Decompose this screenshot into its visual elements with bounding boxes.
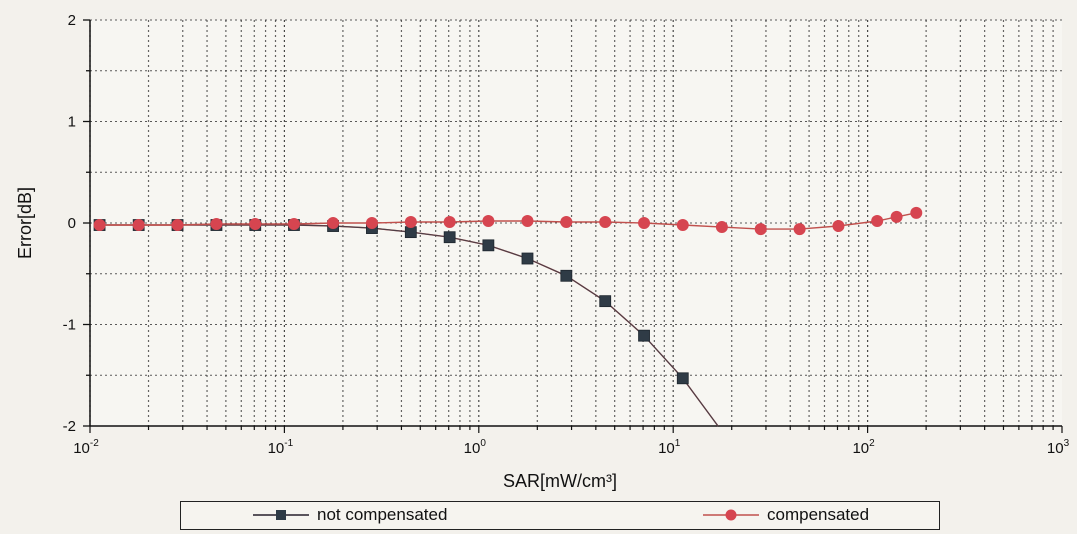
data-point-not-compensated	[560, 269, 573, 282]
data-point-compensated	[93, 219, 106, 232]
data-point-compensated	[210, 218, 223, 231]
data-point-compensated	[560, 215, 573, 228]
x-tick-label: 100	[464, 438, 487, 457]
x-tick-label: 102	[852, 438, 875, 457]
data-point-compensated	[132, 219, 145, 232]
series-compensated	[93, 206, 923, 236]
legend-item-compensated: compensated	[701, 502, 869, 528]
data-point-compensated	[638, 217, 651, 229]
series-layer	[93, 206, 923, 427]
legend-swatch-not-compensated	[251, 505, 311, 525]
data-point-not-compensated	[676, 372, 689, 385]
data-point-compensated	[871, 214, 884, 227]
y-tick-label: 0	[68, 215, 76, 232]
data-point-compensated	[327, 217, 340, 229]
y-tick-label: -1	[63, 317, 76, 334]
data-point-compensated	[676, 219, 689, 232]
data-point-compensated	[793, 223, 806, 236]
y-tick-label: -2	[63, 418, 76, 435]
x-tick-label: 10-2	[73, 438, 99, 457]
data-point-compensated	[521, 214, 534, 227]
data-point-compensated	[754, 223, 767, 236]
data-point-compensated	[249, 218, 262, 231]
data-point-compensated	[404, 215, 417, 228]
legend: not compensated compensated	[180, 501, 940, 530]
legend-item-not-compensated: not compensated	[251, 502, 447, 528]
data-point-not-compensated	[599, 295, 612, 308]
data-point-not-compensated	[404, 226, 417, 239]
data-point-not-compensated	[638, 329, 650, 342]
legend-label-compensated: compensated	[767, 505, 870, 524]
data-point-compensated	[832, 220, 845, 233]
legend-swatch-compensated	[701, 505, 761, 525]
x-tick-label: 10-1	[268, 438, 294, 457]
y-tick-label: 2	[68, 12, 76, 29]
chart: 210-1-210-2 10-1 100 101 102 103 Error[dB] SA…	[15, 12, 1070, 491]
data-point-not-compensated	[521, 252, 534, 265]
data-point-compensated	[287, 218, 300, 231]
legend-label-not-compensated: not compensated	[317, 505, 448, 524]
data-point-compensated	[890, 210, 903, 223]
data-point-compensated	[482, 214, 495, 227]
x-axis-title: SAR[mW/cm³]	[503, 471, 617, 491]
data-point-compensated	[443, 215, 456, 228]
y-axis-title: Error[dB]	[15, 187, 35, 259]
data-point-not-compensated	[482, 239, 495, 252]
y-tick-label: 1	[68, 114, 76, 131]
data-point-compensated	[715, 221, 728, 234]
x-tick-label: 103	[1047, 438, 1070, 457]
tick-labels: 210-1-210-2 10-1 100 101 102 103	[63, 12, 1070, 457]
data-point-compensated	[171, 219, 184, 232]
data-point-compensated	[365, 217, 378, 229]
x-tick-label: 101	[658, 438, 681, 457]
data-point-compensated	[910, 206, 923, 219]
data-point-not-compensated	[443, 231, 456, 244]
data-point-compensated	[599, 215, 612, 228]
axes	[83, 19, 1063, 433]
